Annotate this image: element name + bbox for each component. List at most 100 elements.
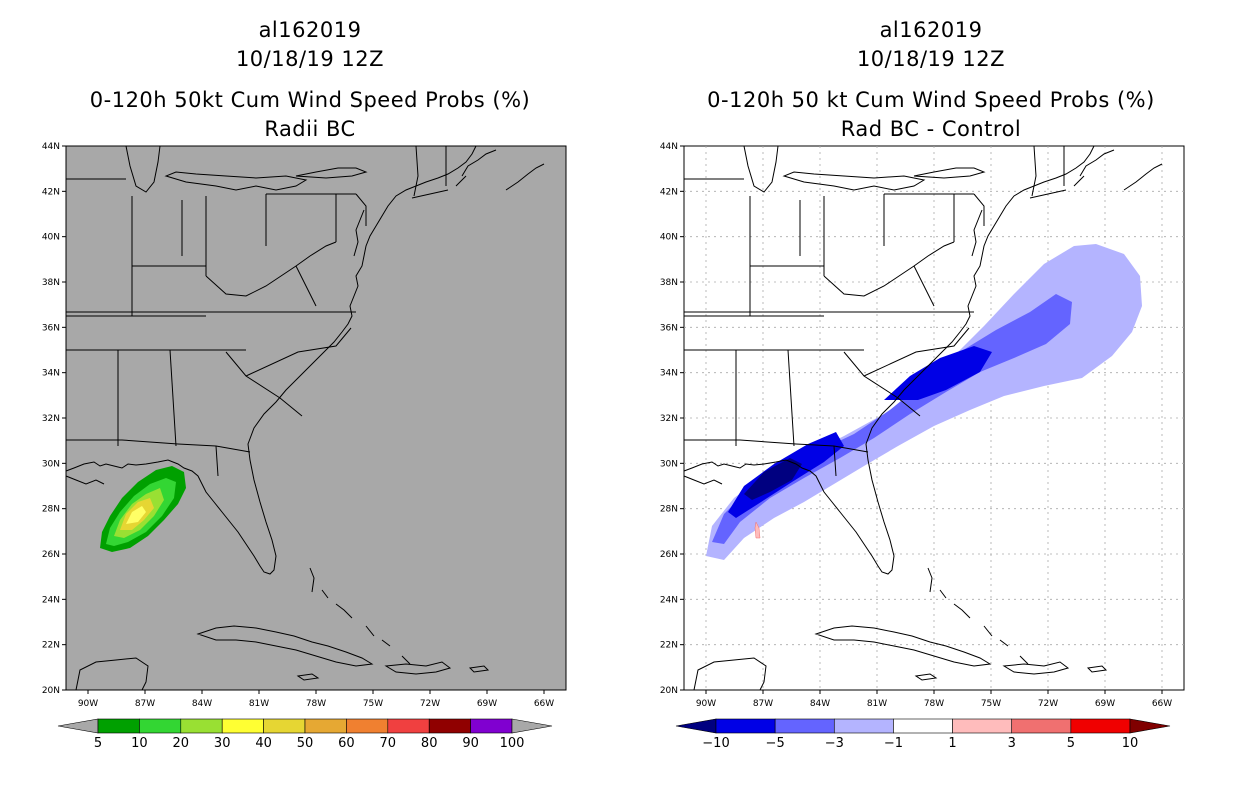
right-date: 10/18/19 12Z	[856, 47, 1006, 71]
colorbar-segment	[304, 718, 347, 734]
lat-tick-label: 22N	[660, 641, 678, 651]
lat-tick-label: 22N	[42, 641, 60, 651]
lon-tick-label: 81W	[249, 699, 269, 709]
right-colorbar: −10 −5 −3 −1 1 3 5 10	[675, 718, 1171, 751]
lon-tick-label: 72W	[1038, 699, 1058, 709]
colorbar-right-arrow	[1129, 718, 1171, 734]
left-map-background	[65, 145, 567, 691]
left-contour-40	[126, 506, 146, 524]
lat-tick-label: 28N	[42, 505, 60, 515]
left-colorbar: 5 10 20 30 40 50 60 70 80 90 100	[57, 718, 553, 751]
colorbar-label: 10	[1122, 736, 1139, 751]
left-title-block: al162019 10/18/19 12Z 0-120h 50kt Cum Wi…	[60, 16, 560, 144]
colorbar-segment	[428, 718, 471, 734]
right-diff-contours	[706, 244, 1142, 560]
colorbar-label: 20	[173, 736, 190, 751]
lat-tick-label: 24N	[42, 595, 60, 605]
lon-tick-label: 75W	[981, 699, 1001, 709]
colorbar-label: 90	[462, 736, 479, 751]
left-map: 44N 42N 40N 38N 36N 34N 32N 30N 28N 26N 24N 22N 20N 9…	[42, 142, 567, 709]
lat-tick-label: 26N	[42, 550, 60, 560]
lat-tick-label: 44N	[660, 142, 678, 152]
colorbar-label: 30	[214, 736, 231, 751]
colorbar-left-arrow	[675, 718, 717, 734]
colorbar-label: −5	[766, 736, 785, 751]
colorbar-left-arrow	[57, 718, 99, 734]
lat-tick-label: 34N	[660, 369, 678, 379]
lat-tick-label: 24N	[660, 595, 678, 605]
colorbar-label: 10	[131, 736, 148, 751]
colorbar-segment	[1011, 718, 1072, 734]
right-storm-id: al162019	[879, 18, 983, 42]
lat-tick-label: 32N	[42, 414, 60, 424]
lon-tick-label: 84W	[810, 699, 830, 709]
colorbar-label: 50	[297, 736, 314, 751]
lat-tick-label: 38N	[42, 278, 60, 288]
lat-tick-label: 44N	[42, 142, 60, 152]
colorbar-label: 60	[338, 736, 355, 751]
lat-tick-label: 42N	[660, 187, 678, 197]
colorbar-segment	[774, 718, 835, 734]
right-product-title: 0-120h 50 kt Cum Wind Speed Probs (%)	[707, 88, 1155, 112]
left-date: 10/18/19 12Z	[235, 47, 385, 71]
lat-tick-label: 34N	[42, 369, 60, 379]
colorbar-segment	[1070, 718, 1131, 734]
colorbar-segment	[893, 718, 953, 734]
colorbar-segment	[263, 718, 306, 734]
right-map: 44N 42N 40N 38N 36N 34N 32N 30N 28N 26N 24N 22N 20N 9…	[660, 142, 1185, 709]
lon-tick-label: 81W	[867, 699, 887, 709]
colorbar-segment	[833, 718, 894, 734]
lon-tick-label: 75W	[363, 699, 383, 709]
right-title-block: al162019 10/18/19 12Z 0-120h 50 kt Cum W…	[676, 16, 1186, 144]
colorbar-label: 5	[1067, 736, 1075, 751]
lat-tick-label: 30N	[660, 459, 678, 469]
lat-tick-label: 36N	[42, 323, 60, 333]
lon-tick-label: 90W	[78, 699, 98, 709]
lon-tick-label: 90W	[696, 699, 716, 709]
left-product-title: 0-120h 50kt Cum Wind Speed Probs (%)	[89, 88, 531, 112]
colorbar-segment	[139, 718, 182, 734]
colorbar-segment	[387, 718, 430, 734]
colorbar-segment	[952, 718, 1013, 734]
colorbar-segment	[346, 718, 389, 734]
lon-tick-label: 69W	[1095, 699, 1115, 709]
lat-tick-label: 36N	[660, 323, 678, 333]
colorbar-label: 1	[948, 736, 956, 751]
colorbar-segment	[180, 718, 223, 734]
colorbar-segment	[97, 718, 140, 734]
lat-tick-label: 20N	[42, 686, 60, 696]
lon-tick-label: 87W	[753, 699, 773, 709]
lon-tick-label: 84W	[192, 699, 212, 709]
lon-tick-label: 66W	[534, 699, 554, 709]
colorbar-label: 100	[500, 736, 525, 751]
colorbar-label: −10	[702, 736, 729, 751]
colorbar-label: 80	[421, 736, 438, 751]
colorbar-label: 5	[94, 736, 102, 751]
right-axes: 44N 42N 40N 38N 36N 34N 32N 30N 28N 26N 24N 22N 20N 9…	[660, 142, 1172, 709]
lat-tick-label: 32N	[660, 414, 678, 424]
left-storm-id: al162019	[258, 18, 362, 42]
colorbar-right-arrow	[511, 718, 553, 734]
lon-tick-label: 78W	[924, 699, 944, 709]
colorbar-label: −3	[825, 736, 844, 751]
colorbar-segment	[221, 718, 264, 734]
lat-tick-label: 26N	[660, 550, 678, 560]
lon-tick-label: 69W	[477, 699, 497, 709]
left-subtitle: Radii BC	[264, 117, 356, 141]
lon-tick-label: 78W	[306, 699, 326, 709]
lat-tick-label: 40N	[42, 233, 60, 243]
lat-tick-label: 42N	[42, 187, 60, 197]
colorbar-segment	[715, 718, 776, 734]
lon-tick-label: 66W	[1152, 699, 1172, 709]
left-axes: 44N 42N 40N 38N 36N 34N 32N 30N 28N 26N 24N 22N 20N 9…	[42, 142, 554, 709]
lat-tick-label: 20N	[660, 686, 678, 696]
colorbar-label: −1	[884, 736, 903, 751]
right-contour-plus1	[754, 521, 761, 539]
right-gridlines	[684, 146, 1184, 690]
lat-tick-label: 30N	[42, 459, 60, 469]
colorbar-segment	[470, 718, 513, 734]
right-subtitle: Rad BC - Control	[840, 117, 1022, 141]
lon-tick-label: 87W	[135, 699, 155, 709]
lat-tick-label: 28N	[660, 505, 678, 515]
